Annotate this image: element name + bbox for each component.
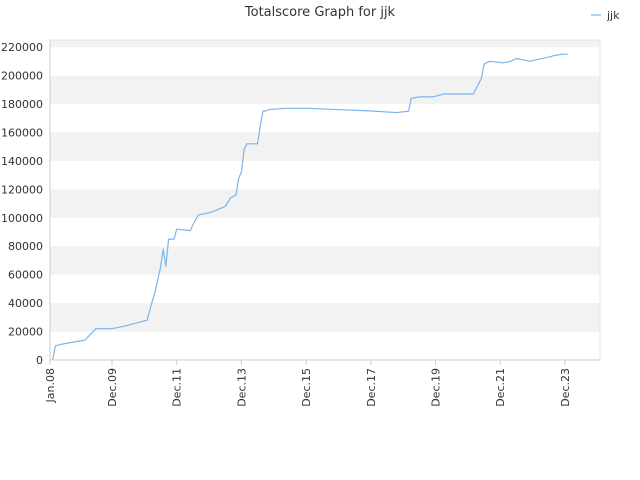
grid-band <box>50 160 600 190</box>
x-tick-label: Dec.23 <box>559 368 572 407</box>
x-tick-label: Dec.13 <box>235 368 248 407</box>
y-tick-label: 180000 <box>1 98 43 111</box>
x-axis-ticks: Jan.08 Dec.09 Dec.11 Dec.13 Dec.15 Dec.17 Dec.… <box>44 360 572 407</box>
grid-band <box>50 303 600 332</box>
x-tick-label: Dec.21 <box>494 368 507 407</box>
series-layer <box>52 53 568 361</box>
grid-band <box>50 246 600 275</box>
y-axis-ticks: 0 20000 40000 60000 80000 100000 120000 140000 1… <box>1 41 43 367</box>
y-tick-label: 20000 <box>8 326 43 339</box>
y-tick-label: 80000 <box>8 240 43 253</box>
legend[interactable]: jjk <box>591 9 620 22</box>
legend-label-jjk: jjk <box>606 9 620 22</box>
x-tick-label: Dec.15 <box>300 368 313 407</box>
x-tick-label: Jan.08 <box>44 368 57 403</box>
y-tick-label: 120000 <box>1 183 43 196</box>
grid-band <box>50 217 600 247</box>
grid-band <box>50 331 600 360</box>
y-tick-label: 40000 <box>8 297 43 310</box>
chart-title: Totalscore Graph for jjk <box>244 5 396 20</box>
grid-band <box>50 274 600 304</box>
y-tick-label: 60000 <box>8 269 43 282</box>
y-tick-label: 160000 <box>1 126 43 139</box>
y-tick-label: 220000 <box>1 41 43 54</box>
y-tick-label: 0 <box>36 354 43 367</box>
grid-band <box>50 189 600 218</box>
x-tick-label: Dec.11 <box>171 368 184 407</box>
grid-band <box>50 104 600 133</box>
x-tick-label: Dec.17 <box>365 368 378 407</box>
grid-band <box>50 75 600 104</box>
grid-band <box>50 40 600 48</box>
grid-bands <box>49 39 601 361</box>
grid-band <box>50 47 600 76</box>
x-tick-label: Dec.09 <box>106 368 119 407</box>
y-tick-label: 100000 <box>1 212 43 225</box>
y-tick-label: 200000 <box>1 70 43 83</box>
grid-band <box>50 132 600 161</box>
x-tick-label: Dec.19 <box>430 368 443 407</box>
series-line-jjk <box>52 53 568 361</box>
y-tick-label: 140000 <box>1 155 43 168</box>
